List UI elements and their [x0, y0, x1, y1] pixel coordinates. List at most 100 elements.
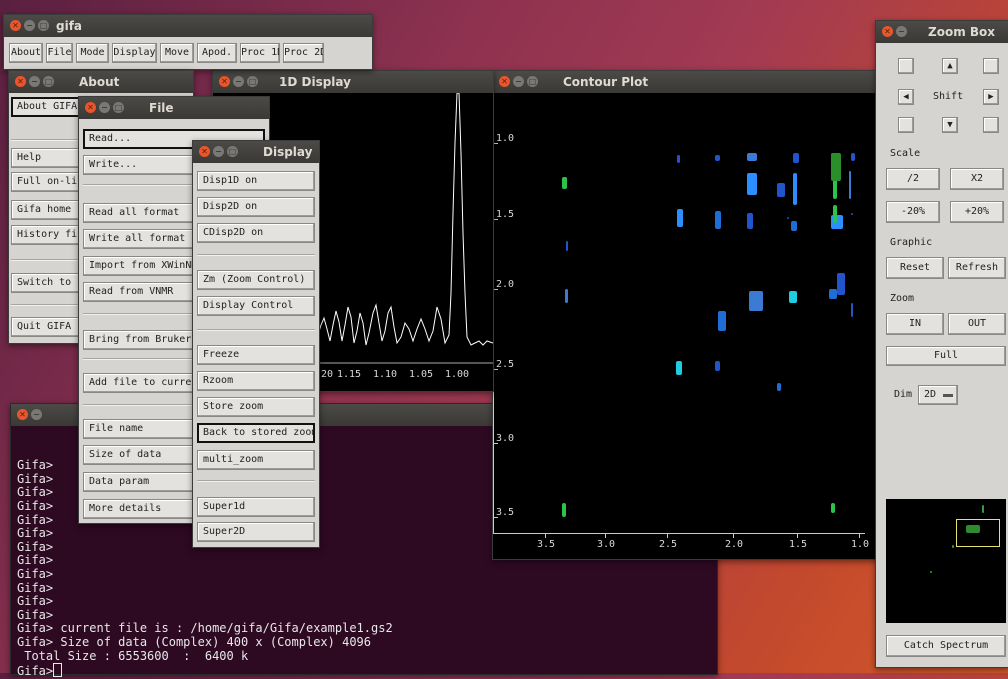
contour-peak — [562, 177, 567, 189]
shift-up-left-button[interactable] — [898, 58, 914, 74]
display-item-5[interactable]: Freeze — [197, 345, 315, 365]
close-icon[interactable]: ✕ — [199, 146, 210, 157]
maximize-icon[interactable]: □ — [227, 146, 238, 157]
close-icon[interactable]: ✕ — [499, 76, 510, 87]
close-icon[interactable]: ✕ — [219, 76, 230, 87]
display-item-11[interactable]: Super2D — [197, 522, 315, 542]
display-item-4[interactable]: Display Control — [197, 296, 315, 316]
contour-peak — [749, 291, 763, 311]
display-item-6[interactable]: Rzoom — [197, 371, 315, 391]
y-tick-mark — [493, 289, 498, 290]
menu-button-about[interactable]: About — [9, 43, 43, 63]
maximize-icon[interactable]: □ — [43, 76, 54, 87]
menu-button-mode[interactable]: Mode — [76, 43, 109, 63]
shift-down-left-button[interactable] — [898, 117, 914, 133]
shift-down-right-button[interactable] — [983, 117, 999, 133]
shift-down-button[interactable]: ▼ — [942, 117, 958, 133]
display-item-1[interactable]: Disp2D on — [197, 197, 315, 217]
display-item-7[interactable]: Store zoom — [197, 397, 315, 417]
x-tick-label: 1.5 — [789, 539, 808, 550]
close-icon[interactable]: ✕ — [15, 76, 26, 87]
x-tick-label: 3.0 — [597, 539, 616, 550]
shift-up-button[interactable]: ▲ — [942, 58, 958, 74]
contour-titlebar[interactable]: ✕ − □ Contour Plot — [493, 71, 883, 93]
display-titlebar[interactable]: ✕ − □ Display — [193, 141, 319, 163]
zoom-full-button[interactable]: Full — [886, 346, 1006, 366]
menu-button-move[interactable]: Move — [160, 43, 194, 63]
dim-select[interactable]: 2D — [918, 385, 958, 405]
zoom-preview[interactable] — [886, 499, 1006, 623]
y-tick-mark — [493, 219, 498, 220]
terminal-line: Gifa> Size of data (Complex) 400 x (Comp… — [17, 634, 372, 649]
menu-button-display[interactable]: Display — [112, 43, 157, 63]
reset-button[interactable]: Reset — [886, 257, 944, 279]
1d-display-titlebar[interactable]: ✕ − □ 1D Display — [213, 71, 493, 93]
terminal-line: Gifa> — [17, 580, 54, 595]
close-icon[interactable]: ✕ — [85, 102, 96, 113]
display-item-2[interactable]: CDisp2D on — [197, 223, 315, 243]
terminal-output[interactable]: Gifa> Gifa> Gifa> Gifa> Gifa> Gifa> Gifa> Gifa>… — [17, 432, 713, 678]
maximize-icon[interactable]: □ — [527, 76, 538, 87]
contour-peak — [831, 503, 835, 513]
close-icon[interactable]: ✕ — [10, 20, 21, 31]
y-tick-mark — [493, 143, 498, 144]
file-window: ✕ − □ File Read... Write... Read all format W… — [78, 96, 270, 524]
menu-separator — [197, 329, 315, 331]
menu-button-proc2d[interactable]: Proc 2D — [283, 43, 324, 63]
minimize-icon[interactable]: − — [233, 76, 244, 87]
terminal-line: Gifa> — [17, 594, 54, 609]
close-icon[interactable]: ✕ — [882, 26, 893, 37]
scale-label: Scale — [890, 148, 921, 159]
zoom-region-box[interactable] — [956, 519, 1000, 547]
y-tick-label: 1.0 — [496, 133, 515, 144]
scale-minus20-button[interactable]: -20% — [886, 201, 940, 223]
display-item-9[interactable]: multi_zoom — [197, 450, 315, 470]
catch-spectrum-button[interactable]: Catch Spectrum — [886, 635, 1006, 657]
minimize-icon[interactable]: − — [99, 102, 110, 113]
contour-title: Contour Plot — [563, 75, 649, 89]
display-item-8[interactable]: Back to stored zoom — [197, 423, 315, 443]
zoom-out-button[interactable]: OUT — [948, 313, 1006, 335]
minimize-icon[interactable]: − — [213, 146, 224, 157]
terminal-line: Gifa> — [17, 607, 54, 622]
minimize-icon[interactable]: − — [31, 409, 42, 420]
menu-button-proc1d[interactable]: Proc 1D — [240, 43, 280, 63]
scale-half-button[interactable]: /2 — [886, 168, 940, 190]
terminal-line: Gifa> — [17, 485, 54, 500]
terminal-line: Gifa> — [17, 526, 54, 541]
close-icon[interactable]: ✕ — [17, 409, 28, 420]
display-item-0[interactable]: Disp1D on — [197, 171, 315, 191]
menu-button-apod[interactable]: Apod. — [197, 43, 237, 63]
scale-double-button[interactable]: X2 — [950, 168, 1004, 190]
terminal-prompt[interactable]: Gifa> — [17, 663, 713, 679]
about-titlebar[interactable]: ✕ − □ About — [9, 71, 193, 93]
x-tick-mark — [733, 533, 734, 538]
file-titlebar[interactable]: ✕ − □ File — [79, 97, 269, 119]
contour-peak — [777, 383, 781, 391]
display-item-3[interactable]: Zm (Zoom Control) — [197, 270, 315, 290]
about-title: About — [79, 75, 120, 89]
menu-button-file[interactable]: File — [46, 43, 73, 63]
zoom-in-button[interactable]: IN — [886, 313, 944, 335]
maximize-icon[interactable]: □ — [38, 20, 49, 31]
menu-separator — [197, 480, 315, 482]
zoom-box-titlebar[interactable]: ✕ − Zoom Box — [876, 21, 1008, 43]
maximize-icon[interactable]: □ — [113, 102, 124, 113]
contour-canvas[interactable]: 1.0 1.5 2.0 2.5 3.0 3.5 3.5 3.0 2.5 2.0 1.5 1.0 — [493, 93, 883, 559]
minimize-icon[interactable]: − — [29, 76, 40, 87]
shift-up-right-button[interactable] — [983, 58, 999, 74]
refresh-button[interactable]: Refresh — [948, 257, 1006, 279]
minimize-icon[interactable]: − — [513, 76, 524, 87]
gifa-titlebar[interactable]: ✕ − □ gifa — [4, 15, 372, 37]
minimize-icon[interactable]: − — [24, 20, 35, 31]
contour-peak — [851, 213, 853, 215]
display-item-10[interactable]: Super1d — [197, 497, 315, 517]
scale-plus20-button[interactable]: +20% — [950, 201, 1004, 223]
shift-label: Shift — [933, 91, 964, 102]
minimize-icon[interactable]: − — [896, 26, 907, 37]
maximize-icon[interactable]: □ — [247, 76, 258, 87]
x-tick-label: 1.20 — [309, 369, 334, 380]
contour-peak — [715, 361, 720, 371]
shift-left-button[interactable]: ◀ — [898, 89, 914, 105]
shift-right-button[interactable]: ▶ — [983, 89, 999, 105]
